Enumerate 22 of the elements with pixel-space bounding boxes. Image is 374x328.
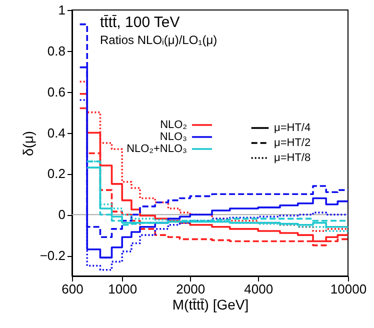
legend-label: NLO₂+NLO₃ — [126, 143, 187, 155]
x-tick-label: 1000 — [108, 282, 138, 296]
annotation: μ=HT/4 — [274, 122, 311, 134]
legend-label: NLO₂ — [160, 119, 187, 131]
y-axis-title: δ(μ) — [20, 130, 36, 156]
x-tick-label: 2000 — [176, 282, 206, 296]
x-tick-label: 600 — [62, 282, 84, 296]
x-tick-label: 4000 — [244, 282, 274, 296]
y-tick-label: 0 — [58, 207, 66, 222]
annotation: μ=HT/8 — [274, 152, 311, 164]
chart-title: tt̄tt̄, 100 TeV — [100, 14, 180, 31]
y-tick-label: −0.2 — [40, 248, 66, 264]
y-tick-label: 0.2 — [47, 166, 66, 182]
legend-label: NLO₃ — [160, 131, 187, 143]
x-axis-title: M(tt̄tt̄) [GeV] — [172, 296, 249, 312]
y-tick-label: 0.6 — [47, 84, 66, 100]
y-tick-label: 0.8 — [47, 43, 66, 58]
y-tick-label: 1 — [58, 2, 66, 18]
y-tick-label: 0.4 — [47, 125, 66, 140]
annotation: μ=HT/2 — [274, 137, 311, 149]
text: Ratios NLOᵢ(μ)/LO₁(μ) — [100, 33, 218, 47]
x-tick-label: 10000 — [330, 282, 367, 296]
